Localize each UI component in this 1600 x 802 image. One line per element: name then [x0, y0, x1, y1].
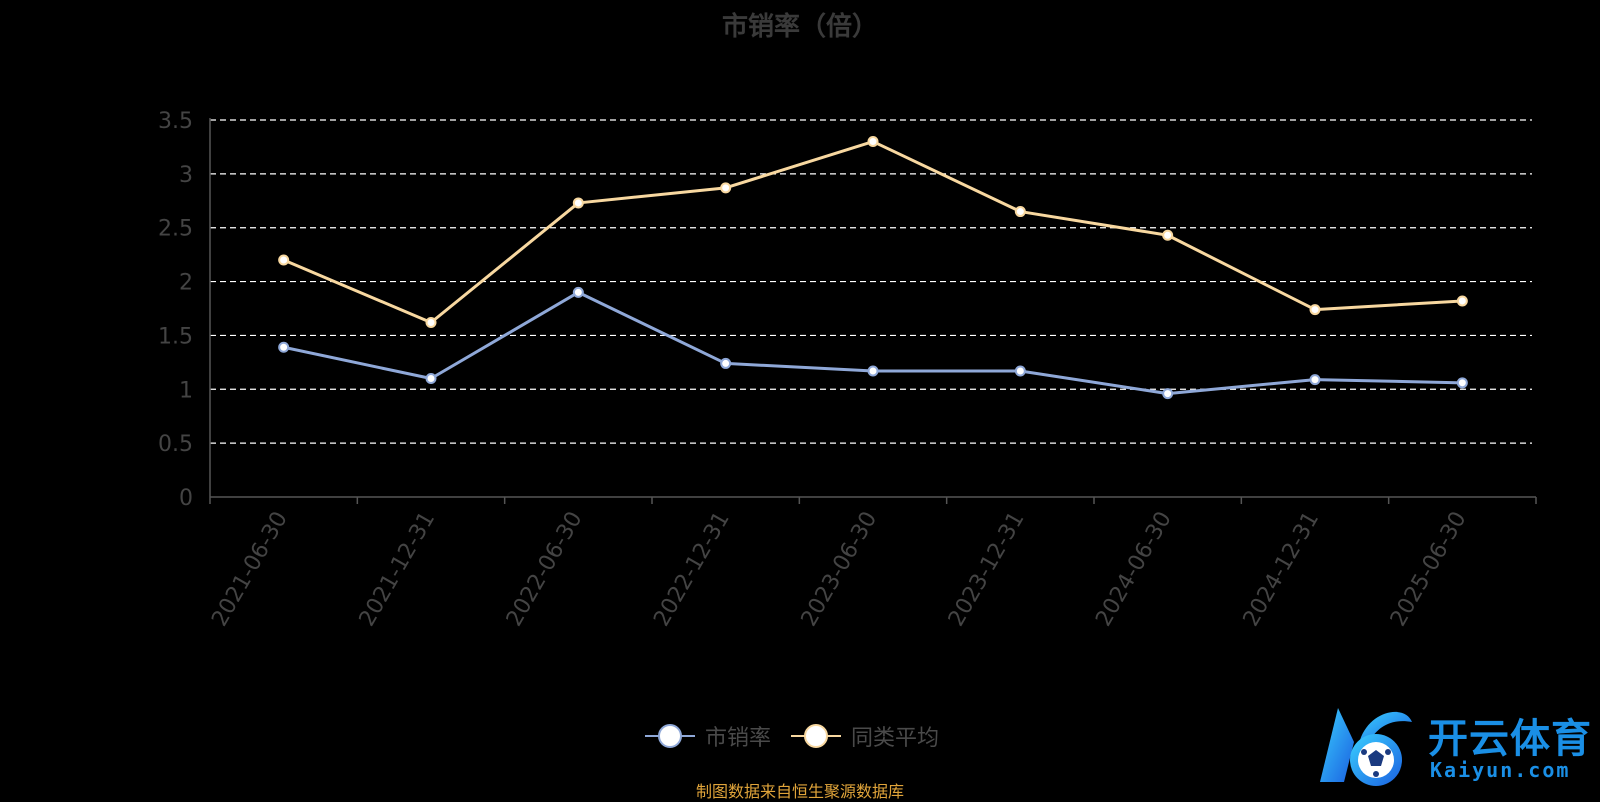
- legend: 市销率 同类平均: [645, 718, 939, 754]
- legend-swatch-icon: [791, 724, 842, 748]
- y-tick-label: 3: [179, 163, 193, 188]
- data-point: [572, 197, 584, 209]
- x-tick-label: 2021-06-30: [207, 508, 293, 631]
- legend-item-peer-average[interactable]: 同类平均: [791, 720, 939, 752]
- data-point: [720, 182, 732, 194]
- data-point: [572, 286, 584, 298]
- x-tick-label: 2021-12-31: [355, 508, 441, 631]
- data-point: [425, 317, 437, 329]
- x-tick-label: 2023-06-30: [797, 508, 883, 631]
- x-tick-label: 2024-06-30: [1091, 508, 1177, 631]
- chart-title: 市销率（倍）: [721, 12, 878, 42]
- watermark-cn: 开云体育: [1428, 716, 1592, 762]
- y-tick-label: 1: [179, 378, 193, 403]
- y-tick-label: 2: [179, 271, 193, 296]
- watermark-en: Kaiyun.com: [1430, 758, 1571, 782]
- y-tick-label: 1.5: [158, 324, 193, 349]
- legend-label: 市销率: [705, 726, 772, 751]
- y-tick-label: 0.5: [158, 432, 193, 457]
- data-point: [278, 341, 290, 353]
- data-point: [1014, 206, 1026, 218]
- data-point: [278, 254, 290, 266]
- series-line-1: [283, 290, 1463, 396]
- series-line-2: [283, 140, 1463, 325]
- data-point: [425, 373, 437, 385]
- data-point: [1456, 295, 1468, 307]
- data-point: [720, 357, 732, 369]
- x-tick-label: 2022-06-30: [502, 508, 588, 631]
- data-point: [1162, 388, 1174, 400]
- data-point: [1162, 229, 1174, 241]
- x-tick-label: 2022-12-31: [649, 508, 735, 631]
- data-point: [1456, 377, 1468, 389]
- x-tick-label: 2023-12-31: [944, 508, 1030, 631]
- legend-item-pe-ratio[interactable]: 市销率: [645, 720, 771, 752]
- data-point: [1309, 374, 1321, 386]
- y-tick-label: 3.5: [158, 109, 193, 134]
- y-tick-label: 0: [179, 486, 193, 511]
- data-point: [867, 365, 879, 377]
- data-point: [1014, 365, 1026, 377]
- data-point: [867, 136, 879, 148]
- legend-swatch-icon: [645, 724, 695, 748]
- legend-label: 同类平均: [851, 726, 940, 751]
- soccer-ball-logo-icon: [1320, 708, 1412, 786]
- source-note: 制图数据来自恒生聚源数据库: [695, 782, 904, 801]
- x-tick-label: 2024-12-31: [1239, 508, 1325, 631]
- x-tick-label: 2025-06-30: [1386, 508, 1472, 631]
- brand-logo: 开云体育 Kaiyun.com: [1310, 700, 1596, 792]
- y-tick-label: 2.5: [158, 217, 193, 242]
- data-point: [1309, 304, 1321, 316]
